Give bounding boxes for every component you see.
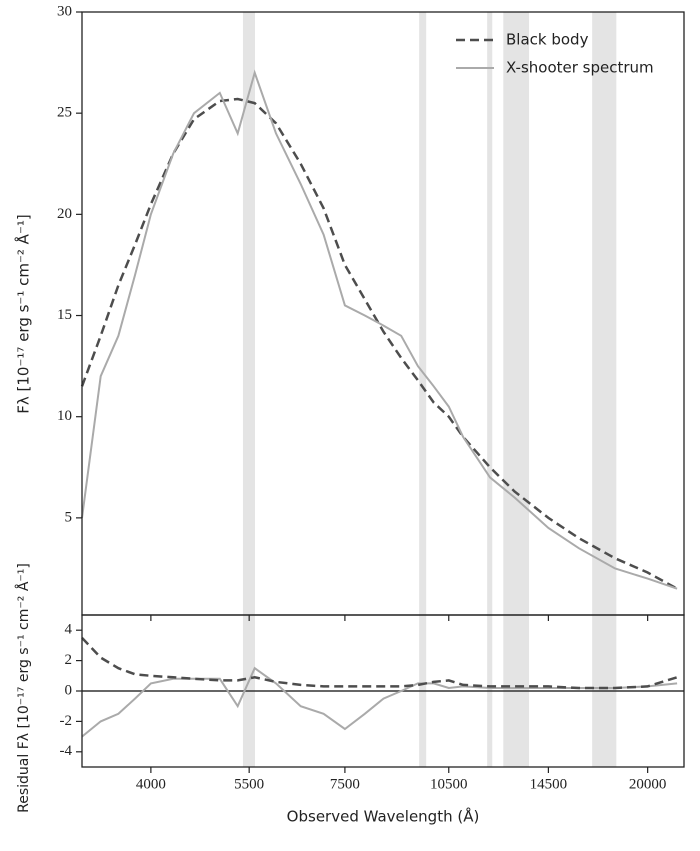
- x-tick-label: 10500: [430, 776, 468, 792]
- y-axis-label: Residual Fλ [10⁻¹⁷ erg s⁻¹ cm⁻² Å⁻¹]: [15, 563, 32, 813]
- shaded-region: [419, 12, 427, 615]
- y-tick-label: -2: [60, 713, 73, 729]
- y-tick-label: 25: [57, 105, 72, 121]
- legend-label: Black body: [506, 31, 589, 49]
- shaded-region: [503, 12, 530, 615]
- background-layer: [242, 12, 617, 767]
- plot-frame: [81, 614, 685, 768]
- spectrum-line: [81, 69, 678, 590]
- spectrum-line: [81, 666, 678, 738]
- y-tick-label: 10: [57, 408, 72, 424]
- y-tick-label: 0: [65, 682, 73, 698]
- y-tick-label: 2: [65, 652, 73, 668]
- x-tick-label: 14500: [530, 776, 568, 792]
- x-tick-label: 7500: [330, 776, 360, 792]
- y-tick-label: 20: [57, 206, 72, 222]
- model-line: [81, 636, 678, 690]
- y-tick-label: 15: [57, 307, 72, 323]
- data-layer: [80, 69, 684, 738]
- x-axis-label: Observed Wavelength (Å): [287, 807, 480, 826]
- model-line: [80, 97, 678, 590]
- legend-label: X-shooter spectrum: [506, 59, 654, 77]
- y-tick-label: 30: [57, 3, 72, 19]
- y-tick-label: 4: [65, 622, 73, 638]
- y-tick-label: 5: [65, 509, 73, 525]
- x-tick-label: 4000: [136, 776, 166, 792]
- shaded-region: [592, 12, 617, 615]
- x-tick-label: 5500: [234, 776, 264, 792]
- shaded-region: [242, 12, 256, 615]
- x-tick-label: 20000: [629, 776, 667, 792]
- y-tick-label: -4: [60, 743, 73, 759]
- shaded-region: [487, 12, 493, 615]
- y-axis-label: Fλ [10⁻¹⁷ erg s⁻¹ cm⁻² Å⁻¹]: [14, 214, 33, 413]
